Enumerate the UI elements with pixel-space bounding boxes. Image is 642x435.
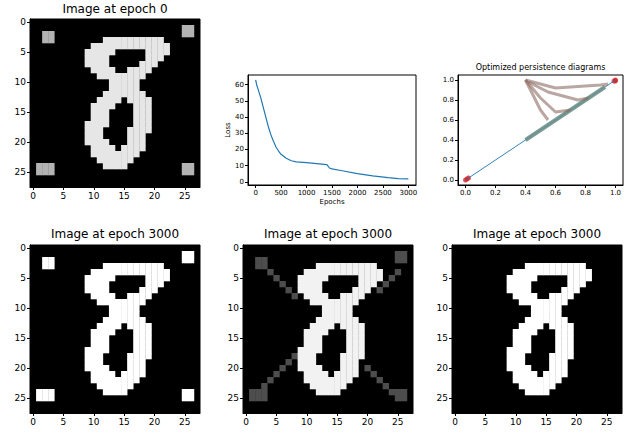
svg-text:60: 60	[235, 81, 244, 89]
svg-text:20: 20	[149, 417, 161, 427]
svg-text:15: 15	[118, 417, 129, 427]
svg-text:10: 10	[88, 191, 100, 201]
svg-text:0.4: 0.4	[520, 189, 532, 197]
svg-text:0: 0	[243, 417, 249, 427]
svg-text:5: 5	[61, 417, 67, 427]
svg-text:5: 5	[442, 273, 448, 283]
svg-text:20: 20	[228, 363, 240, 373]
svg-text:15: 15	[15, 107, 26, 117]
svg-text:2000: 2000	[349, 189, 367, 197]
svg-text:Epochs: Epochs	[319, 198, 344, 206]
svg-text:5: 5	[61, 191, 67, 201]
svg-text:5: 5	[483, 417, 489, 427]
svg-text:20: 20	[437, 363, 449, 373]
svg-text:500: 500	[274, 189, 287, 197]
svg-text:0: 0	[20, 243, 26, 253]
svg-text:0.2: 0.2	[490, 189, 501, 197]
svg-text:0.6: 0.6	[550, 189, 562, 197]
svg-text:25: 25	[437, 393, 448, 403]
svg-text:0: 0	[442, 243, 448, 253]
svg-text:15: 15	[540, 417, 551, 427]
svg-text:25: 25	[179, 191, 190, 201]
svg-text:0.4: 0.4	[443, 136, 455, 144]
svg-text:25: 25	[228, 393, 239, 403]
svg-text:0: 0	[233, 243, 239, 253]
svg-text:3000: 3000	[399, 189, 417, 197]
svg-text:10: 10	[88, 417, 100, 427]
svg-text:0: 0	[20, 17, 26, 27]
svg-text:25: 25	[15, 393, 26, 403]
svg-text:25: 25	[392, 417, 403, 427]
svg-text:5: 5	[20, 273, 26, 283]
svg-text:10: 10	[15, 77, 27, 87]
svg-text:25: 25	[601, 417, 612, 427]
svg-text:20: 20	[235, 145, 244, 153]
svg-text:15: 15	[437, 333, 448, 343]
svg-text:Optimized persistence diagrams: Optimized persistence diagrams	[476, 63, 606, 72]
svg-text:20: 20	[362, 417, 374, 427]
svg-text:20: 20	[149, 191, 161, 201]
svg-text:0.8: 0.8	[580, 189, 591, 197]
svg-text:25: 25	[15, 167, 26, 177]
svg-text:Image at epoch 3000: Image at epoch 3000	[264, 227, 392, 241]
svg-text:10: 10	[15, 303, 27, 313]
svg-text:30: 30	[235, 129, 244, 137]
svg-text:Image at epoch 3000: Image at epoch 3000	[473, 227, 601, 241]
svg-text:0.0: 0.0	[460, 189, 471, 197]
svg-text:15: 15	[118, 191, 129, 201]
svg-text:20: 20	[15, 363, 27, 373]
svg-text:5: 5	[20, 47, 26, 57]
svg-text:0.6: 0.6	[443, 116, 455, 124]
svg-text:0: 0	[30, 417, 36, 427]
svg-text:10: 10	[228, 303, 240, 313]
svg-text:1000: 1000	[298, 189, 316, 197]
svg-text:25: 25	[179, 417, 190, 427]
svg-text:0: 0	[30, 191, 36, 201]
svg-text:15: 15	[15, 333, 26, 343]
svg-text:Image at epoch 3000: Image at epoch 3000	[51, 227, 179, 241]
svg-text:50: 50	[235, 97, 244, 105]
svg-text:10: 10	[510, 417, 522, 427]
svg-text:20: 20	[15, 137, 27, 147]
svg-text:5: 5	[274, 417, 280, 427]
svg-text:15: 15	[331, 417, 342, 427]
svg-text:Loss: Loss	[224, 122, 232, 138]
svg-text:0: 0	[240, 178, 244, 186]
svg-text:2500: 2500	[374, 189, 392, 197]
svg-text:0.0: 0.0	[443, 176, 454, 184]
svg-text:15: 15	[228, 333, 239, 343]
svg-text:0.2: 0.2	[443, 156, 454, 164]
svg-text:10: 10	[437, 303, 449, 313]
svg-text:Image at epoch 0: Image at epoch 0	[62, 2, 167, 16]
svg-text:1.0: 1.0	[610, 189, 621, 197]
svg-text:1500: 1500	[323, 189, 341, 197]
svg-text:40: 40	[235, 113, 244, 121]
svg-text:20: 20	[571, 417, 583, 427]
svg-text:10: 10	[235, 162, 244, 170]
svg-text:10: 10	[301, 417, 313, 427]
svg-text:0: 0	[253, 189, 257, 197]
svg-text:0.8: 0.8	[443, 96, 454, 104]
svg-text:5: 5	[233, 273, 239, 283]
svg-text:1.0: 1.0	[443, 76, 454, 84]
svg-text:0: 0	[452, 417, 458, 427]
